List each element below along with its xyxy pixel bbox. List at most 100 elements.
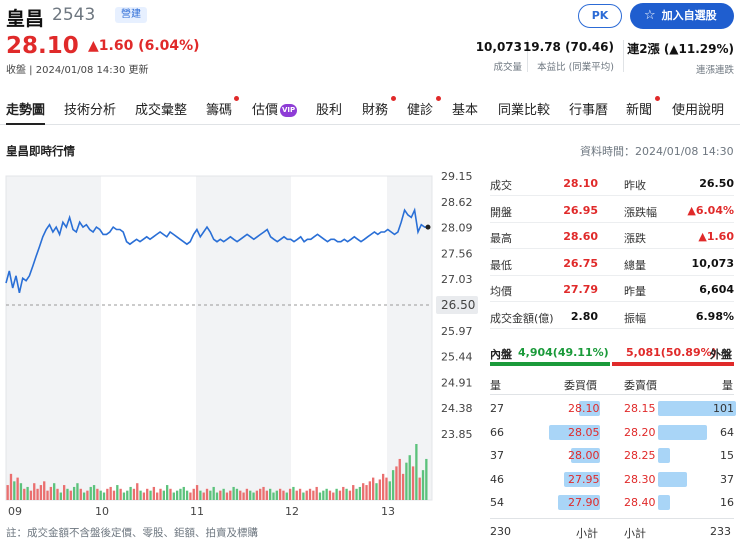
quote-value: 26.50 [699,177,734,190]
orderbook-row: 27 28.10 28.15 101 [490,398,736,421]
volume-bar [205,488,209,500]
volume-bar [36,488,39,500]
intraday-chart[interactable]: 29.15 28.62 28.09 27.56 27.03 26.50 25.97 25.44… [0,170,484,518]
tab-summary[interactable]: 成交彙整 [135,103,188,118]
tab-dividend[interactable]: 股利 [316,103,343,118]
stat-pe-label: 本益比 (同業平均) [537,62,614,73]
tab-valuation[interactable]: 估價 VIP [252,99,298,125]
tab-news[interactable]: 新聞 [626,96,660,125]
hour-band [387,176,432,500]
tab-calendar[interactable]: 行事曆 [569,103,609,118]
y-tick-label: 25.44 [441,351,473,364]
volume-bar [209,490,212,500]
bid-qty-header: 量 [490,379,501,392]
volume-bar [335,488,338,500]
y-tick-label: 27.03 [441,273,473,286]
volume-bar [142,492,146,500]
volume-bar [175,490,179,500]
quote-row: 均價 27.79 昨量 6,604 [490,279,734,302]
volume-bar [59,492,62,500]
volume-bar [199,490,202,500]
volume-bar [368,481,372,500]
volume-bar [159,488,162,500]
ask-qty-header: 量 [722,379,733,392]
footnote: 註：成交金額不含盤後定價、零股、鉅額、拍賣及標購 [6,527,258,539]
volume-bar [86,490,89,500]
volume-bar [192,488,195,500]
volume-bar [225,492,229,500]
volume-bar [272,492,275,500]
volume-bar [298,488,302,500]
bid-depth-bar [564,471,600,487]
volume-bar [345,488,348,500]
quote-label: 最高 [490,232,512,245]
data-time: 資料時間：2024/01/08 14:30 [580,145,734,158]
bid-total: 230 [490,525,511,538]
volume-bar [391,470,395,500]
bid-qty: 37 [490,449,504,462]
volume-bar [26,486,29,500]
volume-bar [381,473,385,500]
volume-bar [139,490,142,500]
volume-bar [358,486,362,500]
volume-bar [242,492,245,500]
volume-bar [9,473,13,500]
volume-bar [265,490,269,500]
tab-financial[interactable]: 財務 [362,96,396,125]
volume-bar [43,481,46,500]
quote-value: 6,604 [699,283,734,296]
volume-bar [23,488,26,500]
tab-help[interactable]: 使用說明 [672,103,725,118]
quote-label: 最低 [490,258,512,272]
in-label: 內盤 [490,348,512,361]
y-tick-label: 26.50 [441,298,475,312]
volume-bar [49,486,53,500]
quote-label: 漲跌幅 [624,205,657,219]
tab-health[interactable]: 健診 [407,96,441,125]
quote-row: 最高 28.60 漲跌 ▲1.60 [490,226,734,249]
quote-value: 28.10 [563,177,598,190]
tab-basic[interactable]: 基本 [452,103,479,118]
stat-divider [623,40,624,72]
volume-bar [33,483,36,500]
volume-bar [378,479,381,500]
volume-bar [322,490,325,500]
volume-bar [112,490,116,500]
volume-bar [109,486,112,500]
volume-bar [338,490,342,500]
market-badge[interactable]: 營建 [115,7,147,23]
quote-label: 總量 [624,258,646,272]
ask-depth-bar [658,471,687,487]
quote-row: 成交金額(億) 2.80 振幅 6.98% [490,306,734,329]
tab-peer[interactable]: 同業比較 [498,103,551,118]
volume-bar [119,488,122,500]
add-watchlist-button[interactable]: ☆ 加入自選股 [630,3,734,29]
volume-bar [219,490,222,500]
volume-bar [29,490,33,500]
y-tick-label: 25.97 [441,325,473,338]
reference-price-tag [436,296,478,314]
last-price-dot [425,224,431,230]
orderbook-row: 66 28.05 28.20 64 [490,422,734,445]
volume-bar [72,486,76,500]
tab-trend[interactable]: 走勢圖 [6,99,46,125]
star-icon: ☆ [644,8,656,23]
bid-price-header: 委買價 [564,379,597,392]
tab-health-label: 健診 [407,103,434,118]
volume-bar [318,492,322,500]
out-ratio-bar [612,362,734,366]
bid-depth-bar [549,424,600,440]
y-tick-label: 23.85 [441,428,473,441]
in-ratio-bar [490,362,610,366]
volume-bar [405,462,408,500]
tab-chips[interactable]: 籌碼 [206,96,239,125]
volume-bar [418,477,421,500]
volume-bar [325,488,328,500]
pk-button[interactable]: PK [578,4,622,28]
volume-bar [82,492,86,500]
quote-value: 26.95 [563,203,598,217]
bid-depth-bar [571,448,600,463]
volume-bar [169,488,172,500]
tab-technical[interactable]: 技術分析 [64,103,117,118]
volume-bar [269,488,272,500]
